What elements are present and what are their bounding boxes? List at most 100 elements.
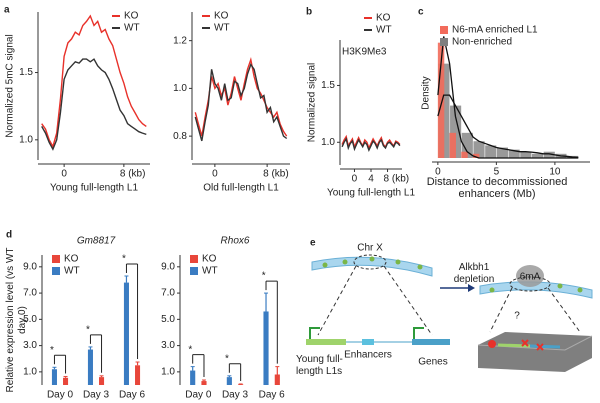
legend-swatch — [52, 255, 60, 263]
bar — [263, 311, 269, 385]
zoom-line — [489, 287, 513, 333]
hist-bar — [531, 153, 544, 158]
diagram-label: Alkbh1 depletion — [453, 262, 495, 285]
significance-label: * — [122, 254, 126, 265]
dot — [577, 287, 583, 293]
y-axis-label: Relative expression level (vs WT day 0) — [5, 247, 28, 393]
block-mark — [521, 339, 529, 347]
y-axis-label: Normalized signal — [307, 63, 318, 142]
diagram-label: Chr X — [357, 243, 383, 254]
dot — [369, 256, 375, 262]
x-tick-label: Day 6 — [119, 390, 146, 401]
diagram-label: ? — [514, 311, 520, 322]
legend-label: WT — [124, 23, 140, 34]
legend-label: WT — [214, 23, 230, 34]
bar — [238, 384, 244, 385]
block-mark — [536, 343, 544, 351]
x-tick-label: Day 3 — [83, 390, 110, 401]
hist-bar — [485, 145, 497, 158]
y-tick-label: 1.2 — [173, 35, 187, 46]
legend-label: WT — [376, 25, 392, 36]
legend-swatch — [190, 267, 198, 275]
zoom-line — [383, 265, 433, 336]
line — [41, 14, 147, 149]
bar — [274, 374, 280, 385]
x-tick-label: 4 — [368, 174, 374, 185]
y-tick-label: 1.0 — [173, 83, 187, 94]
zoom-ellipse — [353, 254, 387, 270]
hist-bar — [508, 149, 520, 158]
x-tick-label: 8 (kb) — [120, 169, 146, 180]
zoom-ellipse — [509, 276, 551, 292]
legend-label: N6-mA enriched L1 — [452, 25, 538, 36]
line — [41, 58, 147, 151]
line — [194, 62, 288, 142]
x-tick-label: 5 — [494, 167, 500, 178]
y-tick-label: 3.0 — [23, 340, 37, 351]
bar — [201, 381, 207, 385]
6ma-blob — [516, 265, 544, 287]
hist-bar — [496, 147, 508, 158]
bar — [99, 377, 105, 385]
dot — [417, 264, 423, 270]
promoter-arrow — [413, 327, 424, 339]
legend-label: WT — [202, 266, 218, 277]
dot — [322, 262, 328, 268]
panel-label: e — [310, 238, 316, 249]
bar — [63, 377, 69, 385]
zoom-line — [547, 287, 581, 333]
y-tick-label: 3.0 — [161, 340, 175, 351]
y-tick-label: 1.5 — [19, 67, 33, 78]
panel-label: d — [6, 230, 12, 241]
density-curve — [437, 36, 579, 159]
bar — [135, 365, 141, 385]
significance-label: * — [262, 271, 266, 282]
compaction-platform — [478, 332, 592, 372]
x-tick-label: Day 6 — [259, 390, 286, 401]
y-axis-label: Normalized 5mC signal — [5, 34, 16, 137]
chromosome — [479, 281, 593, 299]
diagram-label: Young full-length L1s — [296, 354, 343, 377]
l1-element — [306, 339, 346, 345]
bar — [226, 377, 232, 385]
significance-label: * — [86, 325, 90, 336]
y-tick-label: 1.5 — [321, 80, 335, 91]
panel-label: b — [306, 7, 312, 18]
significance-bracket — [53, 354, 67, 374]
x-tick-label: 8 (kb) — [263, 169, 289, 180]
y-tick-label: 1.0 — [161, 367, 175, 378]
chromosome — [311, 256, 433, 277]
significance-bracket — [265, 280, 278, 364]
legend-label: WT — [64, 266, 80, 277]
y-tick-label: 5.0 — [161, 314, 175, 325]
significance-label: * — [50, 345, 54, 356]
dot — [557, 283, 563, 289]
significance-bracket — [192, 354, 205, 378]
y-tick-label: 5.0 — [23, 314, 37, 325]
x-tick-label: Day 0 — [47, 390, 74, 401]
chart-title: Rhox6 — [221, 236, 250, 247]
y-tick-label: 1.0 — [23, 367, 37, 378]
arrow-head — [468, 284, 475, 292]
x-axis-label: Young full-length L1 — [50, 183, 138, 194]
x-axis-label: Distance to decommissioned enhancers (Mb… — [426, 176, 568, 200]
legend-label: KO — [64, 254, 79, 265]
y-axis-label: Density — [421, 76, 432, 109]
hist-bar — [472, 153, 480, 158]
zoom-line — [317, 265, 357, 336]
y-tick-label: 7.0 — [161, 288, 175, 299]
legend-swatch — [52, 267, 60, 275]
diagram-label: Enhancers — [344, 350, 392, 361]
y-tick-label: 0.8 — [173, 131, 187, 142]
legend-label: Non-enriched — [452, 37, 512, 48]
x-axis-label: Old full-length L1 — [203, 183, 279, 194]
l1-element — [497, 343, 531, 348]
significance-bracket — [228, 363, 242, 381]
bar — [87, 349, 93, 385]
legend-swatch — [190, 255, 198, 263]
x-tick-label: 0 — [435, 167, 441, 178]
panel-label: c — [418, 7, 424, 18]
legend-label: KO — [202, 254, 217, 265]
